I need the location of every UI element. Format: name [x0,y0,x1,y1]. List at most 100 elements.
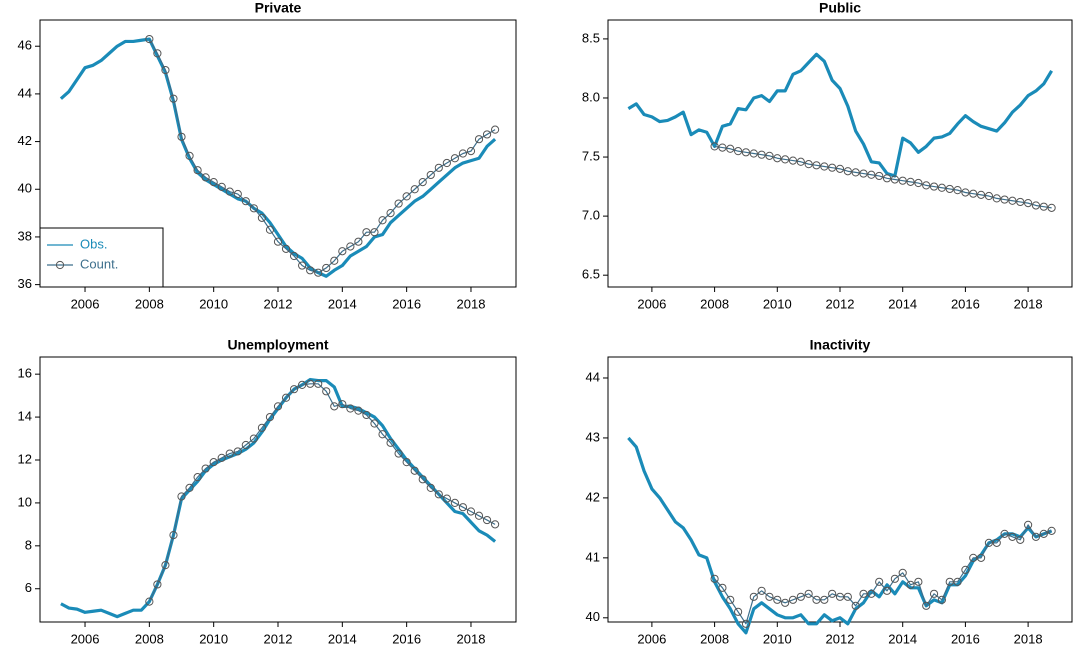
point-marker [922,601,931,610]
point-marker [490,125,500,134]
point-marker [410,466,419,475]
point-marker [726,144,735,153]
point-marker [882,586,892,595]
point-marker [241,197,250,206]
point-marker [338,400,347,409]
point-marker [1024,520,1033,529]
point-marker [765,592,774,601]
point-marker [177,492,186,501]
x-tick-label: 2006 [637,296,666,311]
point-marker [201,173,210,182]
point-marker [249,434,258,443]
y-tick-label: 10 [18,494,32,509]
point-marker [835,164,845,173]
x-tick-label: 2008 [700,296,729,311]
y-tick-label: 7.0 [582,208,600,223]
point-marker [273,402,283,411]
x-tick-label: 2014 [328,296,357,311]
series-line [627,52,1053,178]
point-marker [922,181,931,190]
point-marker [976,553,986,562]
point-marker [1039,202,1048,211]
y-tick-label: 12 [18,451,32,466]
x-tick-label: 2006 [71,296,100,311]
y-tick-label: 16 [18,366,32,381]
point-marker [217,182,226,191]
point-marker [804,589,813,598]
point-marker [466,507,476,516]
point-marker [378,216,387,225]
point-marker [298,380,307,389]
x-tick-label: 2016 [951,631,980,646]
x-tick-label: 2018 [457,296,486,311]
point-marker [233,189,242,199]
point-marker [426,170,435,180]
point-marker [773,154,782,163]
point-marker [765,151,774,160]
point-marker [945,184,954,194]
y-tick-label: 14 [18,409,32,424]
legend-marker [55,260,65,270]
x-tick-label: 2010 [199,296,228,311]
point-marker [718,583,727,592]
point-marker [734,607,743,616]
point-marker [322,263,331,273]
x-tick-label: 2008 [700,631,729,646]
point-marker [225,187,234,196]
point-marker [914,178,923,188]
point-marker [265,225,275,234]
point-marker [969,189,978,198]
point-marker [820,162,829,171]
point-marker [450,498,459,508]
point-marker [169,530,178,540]
y-tick-label: 40 [18,181,32,196]
point-marker [346,242,355,251]
point-marker [225,449,234,458]
point-marker [418,475,427,484]
point-marker [442,158,451,168]
point-marker [875,171,884,181]
point-marker [1008,196,1017,205]
point-marker [458,503,468,512]
point-marker [410,185,419,194]
x-tick-label: 2014 [328,631,357,646]
series-line [59,37,497,278]
x-tick-label: 2018 [1014,296,1043,311]
point-marker [362,228,371,237]
point-marker [843,592,852,601]
point-marker [953,577,962,586]
point-marker [757,586,766,595]
point-marker [354,237,363,246]
point-marker [929,182,939,191]
point-marker [718,143,727,152]
y-tick-label: 36 [18,276,32,291]
point-marker [773,595,782,604]
x-tick-label: 2008 [135,631,164,646]
y-tick-label: 42 [18,133,32,148]
point-marker [882,174,892,183]
y-tick-label: 8 [25,537,32,552]
point-marker [306,266,315,275]
point-marker [851,168,860,177]
point-marker [969,553,978,562]
legend-box [39,227,164,288]
point-marker [710,142,719,151]
series-line [148,38,496,274]
point-marker [394,449,403,458]
point-marker [281,244,291,253]
point-marker [161,561,170,570]
point-marker [490,520,500,529]
point-marker [378,430,387,439]
panel-title: Unemployment [227,337,328,353]
point-marker [145,34,154,44]
point-marker [796,157,805,166]
y-tick-label: 8.5 [582,30,600,45]
point-marker [273,237,283,246]
point-marker [1024,199,1033,208]
y-tick-label: 7.5 [582,148,600,163]
x-tick-label: 2016 [392,631,421,646]
y-tick-label: 38 [18,228,32,243]
point-marker [298,261,307,270]
point-marker [781,598,790,607]
